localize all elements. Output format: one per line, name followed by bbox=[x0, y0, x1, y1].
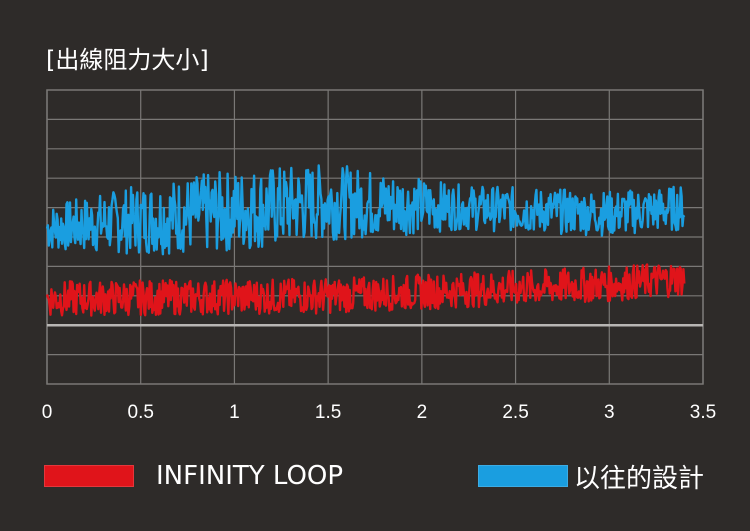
series-line-1 bbox=[45, 164, 686, 256]
series-layer bbox=[45, 164, 686, 317]
x-tick-label: 3.5 bbox=[690, 402, 716, 423]
series-line-0 bbox=[45, 263, 686, 317]
legend-item-infinity-loop: INFINITY LOOP bbox=[44, 458, 343, 494]
x-tick-label: 2.5 bbox=[502, 402, 528, 423]
legend-label-infinity-loop: INFINITY LOOP bbox=[156, 461, 344, 491]
legend-label-previous-design: 以往的設計 bbox=[574, 463, 705, 494]
grid-layer bbox=[46, 89, 704, 385]
legend-item-previous-design: 以往的設計 bbox=[478, 458, 704, 494]
tick-layer: 0 0.5 1 1.5 2 2.5 3 3.5 bbox=[42, 402, 717, 423]
chart-title: [出線阻力大小] bbox=[46, 46, 209, 74]
x-tick-label: 1 bbox=[229, 402, 240, 423]
x-tick-label: 0.5 bbox=[128, 402, 154, 423]
x-tick-label: 3 bbox=[604, 402, 615, 423]
x-tick-label: 1.5 bbox=[315, 402, 341, 423]
legend-swatch-blue bbox=[478, 465, 568, 487]
legend-swatch-red bbox=[44, 465, 134, 487]
x-tick-label: 0 bbox=[42, 402, 53, 423]
x-tick-label: 2 bbox=[417, 402, 428, 423]
